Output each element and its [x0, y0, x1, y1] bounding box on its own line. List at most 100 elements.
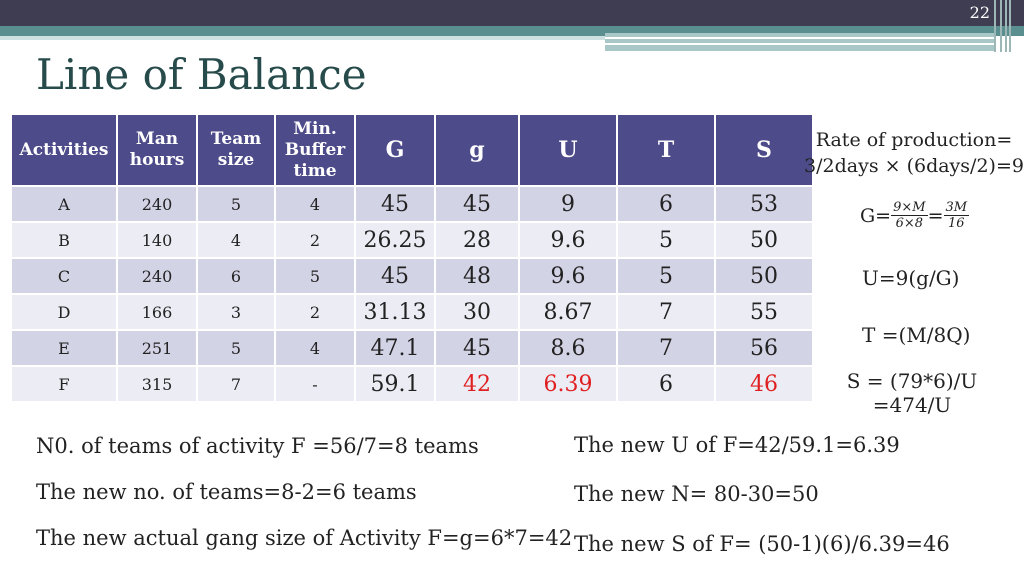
table-cell: D — [10, 293, 118, 331]
table-cell: 4 — [274, 185, 356, 223]
table-cell: 31.13 — [354, 293, 436, 331]
table-cell: 7 — [616, 329, 716, 367]
table-cell: E — [10, 329, 118, 367]
g-fraction-1: 9×M 6×8 — [891, 200, 928, 231]
table-cell: 5 — [196, 329, 276, 367]
header-band — [0, 26, 1024, 36]
table-cell: 9.6 — [518, 257, 618, 295]
header-band-light — [0, 36, 605, 40]
table-cell: 50 — [714, 221, 814, 259]
table-row: B 140 4 2 26.25 28 9.6 5 50 — [10, 221, 814, 259]
table-cell: 251 — [116, 329, 198, 367]
s-formula-line-1: S = (79*6)/U — [846, 369, 978, 393]
table-cell: 6.39 — [518, 365, 618, 403]
table-cell: 6 — [616, 365, 716, 403]
table-cell: 6 — [616, 185, 716, 223]
table-cell: 4 — [196, 221, 276, 259]
note-new-teams: The new no. of teams=8-2=6 teams — [36, 480, 417, 504]
header-cell: S — [714, 113, 814, 187]
table-cell: 7 — [196, 365, 276, 403]
table-row: D 166 3 2 31.13 30 8.67 7 55 — [10, 293, 814, 331]
g-prefix: G= — [860, 204, 892, 227]
g-formula: G= 9×M 6×8 = 3M 16 — [860, 200, 970, 231]
table-cell: - — [274, 365, 356, 403]
table-cell: 6 — [196, 257, 276, 295]
table-cell: 28 — [434, 221, 520, 259]
header-cell: g — [434, 113, 520, 187]
g-frac2-denominator: 16 — [948, 216, 965, 231]
table-body: A 240 5 4 45 45 9 6 53 B 140 4 2 26.25 28 9.6 5 50 C 240 6 5 4… — [10, 185, 814, 403]
table-cell: 45 — [354, 257, 436, 295]
table-cell: 47.1 — [354, 329, 436, 367]
table-cell: 59.1 — [354, 365, 436, 403]
s-formula-line-2: =474/U — [872, 393, 952, 417]
table-cell: 2 — [274, 293, 356, 331]
g-frac1-denominator: 6×8 — [895, 216, 924, 231]
t-formula: T =(M/8Q) — [862, 323, 971, 347]
table-cell: F — [10, 365, 118, 403]
table-cell: 46 — [714, 365, 814, 403]
table-cell: 48 — [434, 257, 520, 295]
header-cell: Team size — [196, 113, 276, 187]
table-cell: 5 — [274, 257, 356, 295]
table-cell: 5 — [196, 185, 276, 223]
header-cell: Min. Buffer time — [274, 113, 356, 187]
g-frac1-numerator: 9×M — [891, 200, 928, 216]
header-cell: T — [616, 113, 716, 187]
note-new-n: The new N= 80-30=50 — [574, 482, 819, 506]
rate-of-production-note: Rate of production= 3/2days × (6days/2)=… — [804, 127, 1024, 179]
line-of-balance-table: Activities Man hours Team size Min. Buffer … — [10, 113, 814, 403]
table-cell: 8.67 — [518, 293, 618, 331]
table-cell: 9 — [518, 185, 618, 223]
header-band-accent — [605, 33, 995, 51]
table-cell: 5 — [616, 257, 716, 295]
note-new-s: The new S of F= (50-1)(6)/6.39=46 — [574, 532, 950, 556]
table-cell: 140 — [116, 221, 198, 259]
rate-line-2: 3/2days × (6days/2)=9 — [804, 155, 1024, 177]
table-cell: B — [10, 221, 118, 259]
slide-number: 22 — [969, 3, 990, 22]
table-row: A 240 5 4 45 45 9 6 53 — [10, 185, 814, 223]
table-cell: 55 — [714, 293, 814, 331]
table-cell: 3 — [196, 293, 276, 331]
g-equals: = — [927, 204, 944, 227]
table-cell: 56 — [714, 329, 814, 367]
table-cell: 240 — [116, 257, 198, 295]
table-cell: 53 — [714, 185, 814, 223]
table-cell: A — [10, 185, 118, 223]
table-cell: 7 — [616, 293, 716, 331]
table-cell: 30 — [434, 293, 520, 331]
header-cell: G — [354, 113, 436, 187]
header-cell: Activities — [10, 113, 118, 187]
table-cell: 45 — [354, 185, 436, 223]
table-row: E 251 5 4 47.1 45 8.6 7 56 — [10, 329, 814, 367]
table-cell: 2 — [274, 221, 356, 259]
note-new-u: The new U of F=42/59.1=6.39 — [574, 433, 900, 457]
table-cell: 240 — [116, 185, 198, 223]
rate-line-1: Rate of production= — [815, 129, 1013, 151]
s-formula: S = (79*6)/U =474/U — [812, 369, 1012, 417]
table-cell: C — [10, 257, 118, 295]
header-decoration — [992, 0, 1024, 52]
table-cell: 45 — [434, 329, 520, 367]
table-cell: 315 — [116, 365, 198, 403]
u-formula: U=9(g/G) — [862, 266, 960, 290]
table-cell: 166 — [116, 293, 198, 331]
top-bar — [0, 0, 1024, 26]
table-cell: 42 — [434, 365, 520, 403]
table-cell: 26.25 — [354, 221, 436, 259]
header-cell: U — [518, 113, 618, 187]
table-cell: 4 — [274, 329, 356, 367]
header-cell: Man hours — [116, 113, 198, 187]
table-row: C 240 6 5 45 48 9.6 5 50 — [10, 257, 814, 295]
table-cell: 8.6 — [518, 329, 618, 367]
note-new-gang-size: The new actual gang size of Activity F=g… — [36, 526, 573, 550]
table-cell: 9.6 — [518, 221, 618, 259]
table-cell: 45 — [434, 185, 520, 223]
table-row: F 315 7-59.1 42 6.39 6 46 — [10, 365, 814, 403]
slide-title: Line of Balance — [36, 50, 367, 99]
table-cell: 50 — [714, 257, 814, 295]
g-fraction-2: 3M 16 — [943, 200, 970, 231]
table-cell: 5 — [616, 221, 716, 259]
g-frac2-numerator: 3M — [943, 200, 970, 216]
